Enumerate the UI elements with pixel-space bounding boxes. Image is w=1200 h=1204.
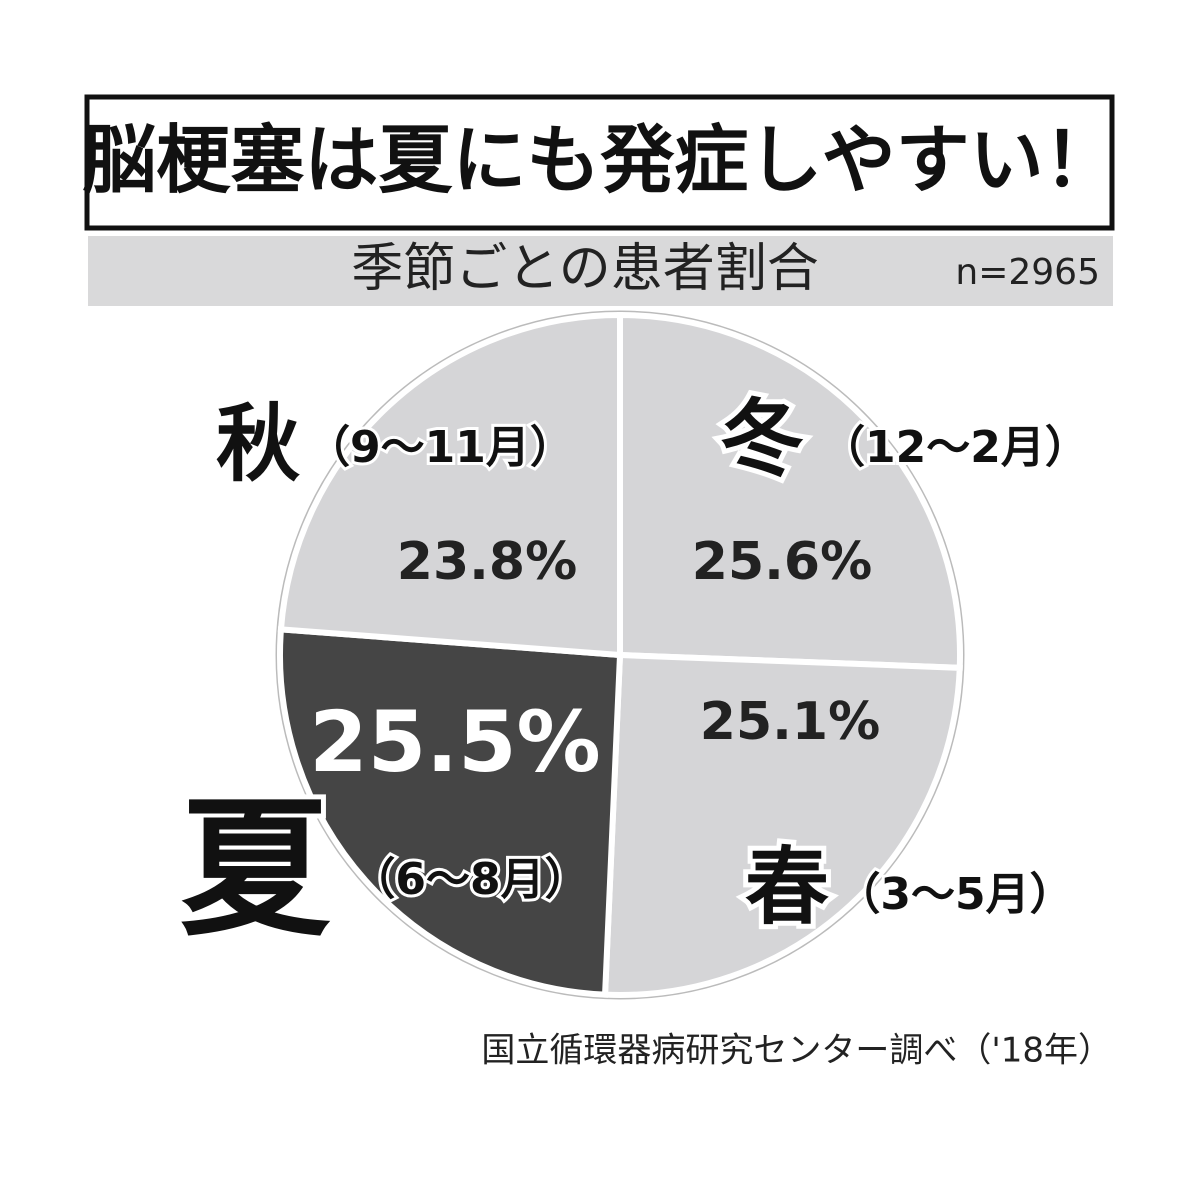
chart-subtitle: 季節ごとの患者割合 bbox=[351, 239, 818, 299]
chart-title: 脳梗塞は夏にも発症しやすい！ bbox=[82, 118, 1117, 204]
period-label: （12〜2月） bbox=[821, 422, 1089, 473]
value-label: 25.6% bbox=[692, 532, 872, 592]
value-label: 25.5% bbox=[309, 693, 600, 791]
period-label: （9〜11月） bbox=[306, 422, 574, 473]
category-label: 冬 bbox=[720, 390, 804, 488]
category-label: 秋 bbox=[216, 395, 300, 493]
sample-size: n=2965 bbox=[955, 252, 1100, 293]
value-label: 23.8% bbox=[397, 532, 577, 592]
pie-slice bbox=[601, 651, 963, 998]
pie-slice bbox=[277, 311, 623, 659]
source-note: 国立循環器病研究センター調べ（'18年） bbox=[481, 1031, 1112, 1071]
category-label: 夏 bbox=[180, 783, 331, 957]
pie-slice bbox=[617, 311, 963, 671]
value-label: 25.1% bbox=[700, 692, 880, 752]
pie-slice bbox=[277, 626, 624, 998]
title-box bbox=[84, 94, 1115, 231]
category-label: 春 bbox=[745, 838, 829, 936]
period-label: （3〜5月） bbox=[836, 869, 1073, 920]
subtitle-bar bbox=[88, 236, 1113, 306]
period-label: （6〜8月） bbox=[351, 854, 588, 905]
